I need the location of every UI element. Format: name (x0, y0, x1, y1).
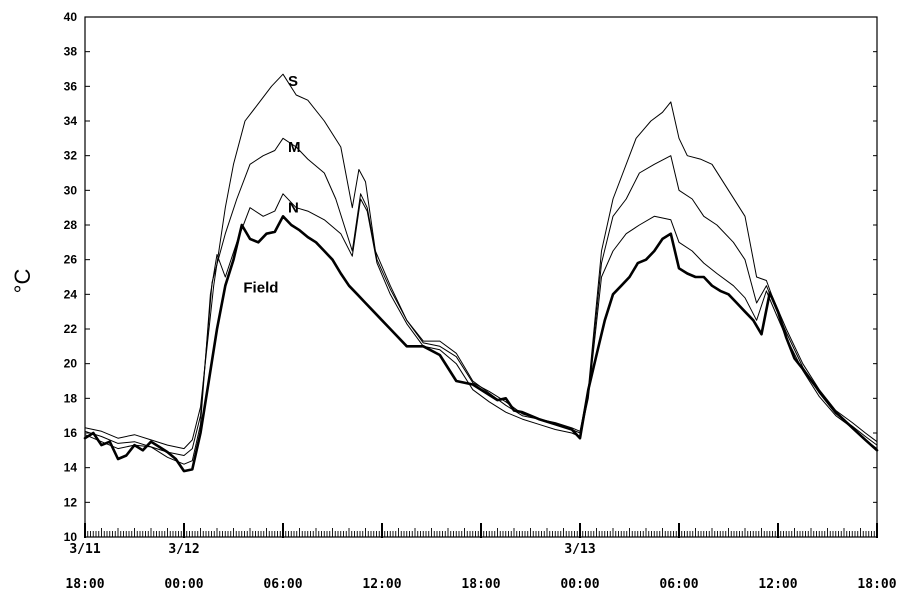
series-line-s (84, 73, 878, 450)
y-axis: 10 12 14 16 18 20 22 24 26 28 30 32 34 36 38 40 (64, 10, 877, 544)
x-tick-date-label: 3/11 (69, 542, 100, 557)
plot-frame (84, 16, 878, 538)
y-tick-label: 26 (64, 253, 78, 267)
y-axis-label: °C (10, 269, 35, 294)
x-tick-time-label: 00:00 (560, 577, 599, 592)
x-tick-time-label: 12:00 (362, 577, 401, 592)
y-tick-label: 38 (64, 45, 78, 59)
x-axis: 3/11 18:00 3/12 00:00 06:00 12:00 18:00 3/13 00:… (65, 523, 897, 592)
annotation-layer: S M N Field (243, 73, 300, 296)
x-tick-time-label: 18:00 (857, 577, 896, 592)
y-tick-label: 32 (64, 149, 78, 163)
series-layer (83, 73, 879, 473)
y-tick-label: 12 (64, 495, 78, 509)
series-line-n (84, 193, 878, 465)
series-line-m (84, 137, 878, 456)
y-tick-label: 14 (64, 461, 78, 475)
series-label-field: Field (243, 279, 278, 296)
y-tick-label: 10 (64, 530, 78, 544)
x-tick-date-label: 3/12 (168, 542, 199, 557)
y-tick-label: 40 (64, 10, 78, 24)
y-tick-label: 22 (64, 322, 78, 336)
x-minor-ticks (84, 528, 878, 537)
y-tick-label: 34 (64, 114, 78, 128)
y-tick-label: 20 (64, 357, 78, 371)
y-tick-label: 28 (64, 218, 78, 232)
y-tick-label: 18 (64, 391, 78, 405)
series-label-n: N (288, 200, 299, 217)
x-tick-time-label: 00:00 (164, 577, 203, 592)
y-tick-label: 16 (64, 426, 78, 440)
x-tick-time-label: 12:00 (758, 577, 797, 592)
x-tick-time-label: 06:00 (263, 577, 302, 592)
y-tick-label: 24 (64, 287, 78, 301)
y-tick-label: 36 (64, 79, 78, 93)
x-tick-time-label: 06:00 (659, 577, 698, 592)
series-label-m: M (288, 139, 301, 156)
plot-border (84, 16, 878, 538)
x-tick-time-label: 18:00 (65, 577, 104, 592)
series-line-field (83, 215, 879, 473)
series-label-s: S (288, 73, 298, 90)
y-tick-label: 30 (64, 183, 78, 197)
x-tick-date-label: 3/13 (564, 542, 595, 557)
x-tick-time-label: 18:00 (461, 577, 500, 592)
